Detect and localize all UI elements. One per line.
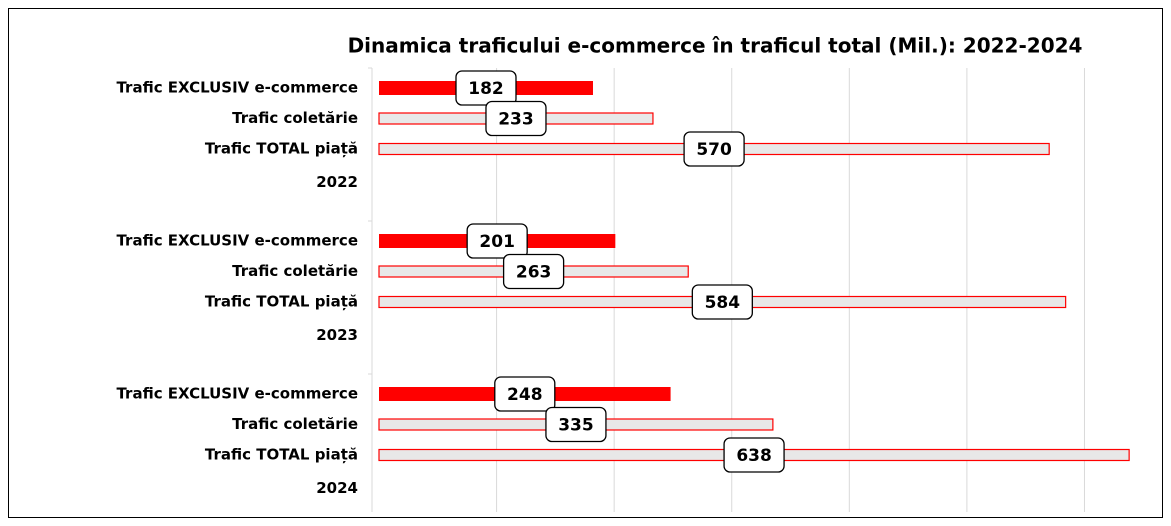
row-label: Trafic EXCLUSIV e-commerce	[116, 385, 358, 403]
data-label: 570	[696, 140, 732, 160]
data-label: 335	[558, 416, 594, 436]
group-label: 2022	[316, 173, 358, 191]
data-label: 248	[507, 385, 543, 405]
data-label-box	[502, 253, 565, 290]
row-label: Trafic TOTAL piață	[205, 293, 358, 311]
group-label: 2023	[316, 326, 358, 344]
chart-title: Dinamica traficului e-commerce în trafic…	[348, 34, 1083, 58]
data-label-box	[683, 131, 745, 167]
data-label: 182	[468, 79, 504, 99]
row-label: Trafic TOTAL piață	[205, 140, 358, 158]
data-label: 201	[479, 232, 515, 252]
data-label: 584	[705, 293, 741, 313]
data-label: 263	[516, 263, 552, 283]
data-label-box	[691, 284, 753, 320]
row-label: Trafic coletărie	[232, 415, 358, 433]
data-label-box	[466, 223, 528, 259]
data-label-box	[485, 100, 547, 137]
data-label: 638	[736, 446, 772, 466]
data-label: 233	[498, 110, 534, 130]
data-label-box	[545, 406, 607, 443]
row-label: Trafic EXCLUSIV e-commerce	[116, 232, 358, 250]
data-label-box	[494, 376, 556, 412]
data-label-box	[723, 437, 785, 473]
group-label: 2024	[316, 479, 358, 497]
row-label: Trafic EXCLUSIV e-commerce	[116, 79, 358, 97]
row-label: Trafic TOTAL piață	[205, 446, 358, 464]
row-label: Trafic coletărie	[232, 262, 358, 280]
row-label: Trafic coletărie	[232, 109, 358, 127]
